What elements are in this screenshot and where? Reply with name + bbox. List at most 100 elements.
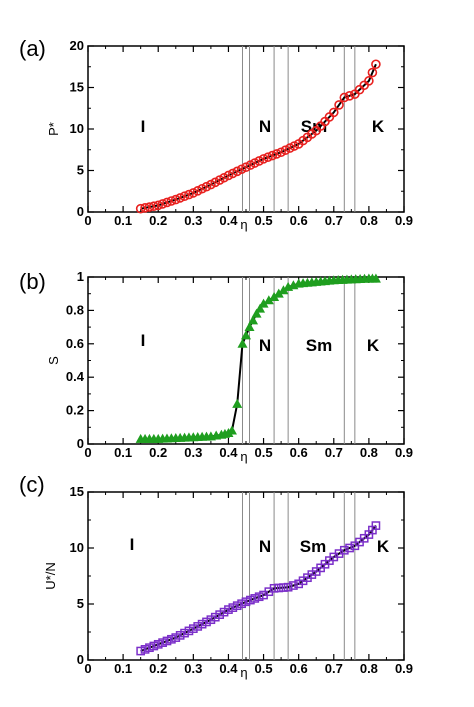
phase-label-n-a: N (259, 117, 271, 136)
data-point-b (248, 315, 259, 325)
data-point-c (246, 595, 255, 605)
data-point-c (184, 626, 194, 636)
x-axis-label-a: η (240, 217, 247, 232)
data-point-c (136, 646, 146, 656)
data-point-c (254, 592, 264, 602)
x-tick-label-b: 0.6 (290, 445, 308, 460)
data-point-c (167, 634, 176, 644)
phase-label-i-a: I (141, 117, 146, 136)
data-point-a (135, 203, 146, 214)
data-point-b (237, 338, 248, 348)
x-tick-label-b: 0.1 (114, 445, 132, 460)
data-point-a (328, 107, 339, 118)
data-point-a (153, 200, 164, 211)
x-axis-label-b: η (240, 449, 247, 464)
data-point-b (244, 321, 255, 332)
y-tick-label-b: 0 (77, 436, 84, 451)
x-tick-label-c: 0.4 (219, 661, 238, 676)
x-tick-label-a: 0.7 (325, 213, 343, 228)
data-point-c (232, 601, 242, 611)
x-tick-label-b: 0.8 (360, 445, 378, 460)
data-point-c (188, 624, 198, 633)
data-point-c (202, 617, 211, 627)
data-point-c (180, 628, 189, 638)
y-tick-label-a: 0 (77, 204, 84, 219)
data-point-a (258, 154, 269, 164)
data-point-a (367, 67, 378, 78)
data-point-c (145, 643, 154, 653)
data-point-c (228, 603, 238, 612)
x-tick-label-c: 0.5 (255, 661, 273, 676)
phase-label-n-b: N (259, 336, 271, 355)
data-point-a (371, 59, 381, 70)
x-tick-label-a: 0.8 (360, 213, 378, 228)
x-tick-label-a: 0.4 (219, 213, 238, 228)
phase-label-k-a: K (372, 117, 385, 136)
data-point-a (149, 201, 159, 211)
y-tick-label-a: 15 (70, 80, 84, 95)
data-point-c (162, 636, 172, 646)
y-axis-label-a: P* (46, 122, 61, 136)
data-point-c (339, 545, 349, 555)
data-point-b (240, 330, 252, 340)
x-tick-label-c: 0.6 (290, 661, 308, 676)
data-point-c (175, 631, 185, 640)
data-point-a (175, 193, 185, 203)
x-tick-label-c: 0.8 (360, 661, 378, 676)
data-point-c (283, 582, 293, 592)
y-tick-label-c: 5 (77, 596, 84, 611)
data-point-c (193, 622, 203, 631)
phase-label-k-c: K (377, 537, 390, 556)
x-tick-label-c: 0.9 (395, 661, 413, 676)
data-point-a (344, 91, 355, 101)
data-point-b (251, 308, 262, 318)
data-point-c (237, 599, 246, 609)
y-tick-label-b: 0.2 (66, 403, 84, 418)
y-tick-label-c: 15 (70, 484, 84, 499)
data-point-c (215, 610, 225, 619)
x-tick-label-a: 0.5 (255, 213, 273, 228)
data-point-a (271, 149, 282, 159)
phase-label-i-c: I (130, 535, 135, 554)
data-point-c (149, 641, 159, 651)
phase-label-sm-c: Sm (300, 537, 326, 556)
x-tick-label-b: 0.3 (184, 445, 202, 460)
data-point-c (279, 583, 288, 592)
panel-letter-c: (c) (19, 472, 45, 497)
x-tick-label-c: 0.1 (114, 661, 132, 676)
x-tick-label-a: 0.9 (395, 213, 413, 228)
x-tick-label-a: 0 (84, 213, 91, 228)
x-tick-label-a: 0.6 (290, 213, 308, 228)
y-tick-label-b: 1 (77, 269, 84, 284)
y-tick-label-b: 0.8 (66, 302, 84, 317)
data-point-c (158, 638, 167, 647)
panel-letter-a: (a) (19, 36, 46, 61)
data-point-c (140, 645, 150, 654)
x-tick-label-a: 0.3 (184, 213, 202, 228)
x-tick-label-c: 0.3 (184, 661, 202, 676)
y-tick-label-b: 0.6 (66, 336, 84, 351)
y-tick-label-c: 0 (77, 652, 84, 667)
y-tick-label-a: 20 (70, 38, 84, 53)
y-axis-label-b: S (46, 356, 61, 365)
data-point-c (274, 583, 284, 593)
y-tick-label-c: 10 (70, 540, 84, 555)
panel-letter-b: (b) (19, 269, 46, 294)
plot-frame-c (87, 491, 405, 661)
data-point-a (184, 189, 194, 200)
data-point-c (197, 619, 207, 629)
x-tick-label-b: 0 (84, 445, 91, 460)
phase-label-sm-b: Sm (306, 336, 332, 355)
phase-label-n-c: N (259, 537, 271, 556)
x-tick-label-a: 0.2 (149, 213, 167, 228)
phase-label-k-b: K (367, 336, 380, 355)
data-point-b (370, 273, 381, 283)
x-tick-label-b: 0.4 (219, 445, 238, 460)
x-tick-label-c: 0 (84, 661, 91, 676)
data-point-a (334, 100, 344, 110)
data-point-c (289, 581, 298, 590)
